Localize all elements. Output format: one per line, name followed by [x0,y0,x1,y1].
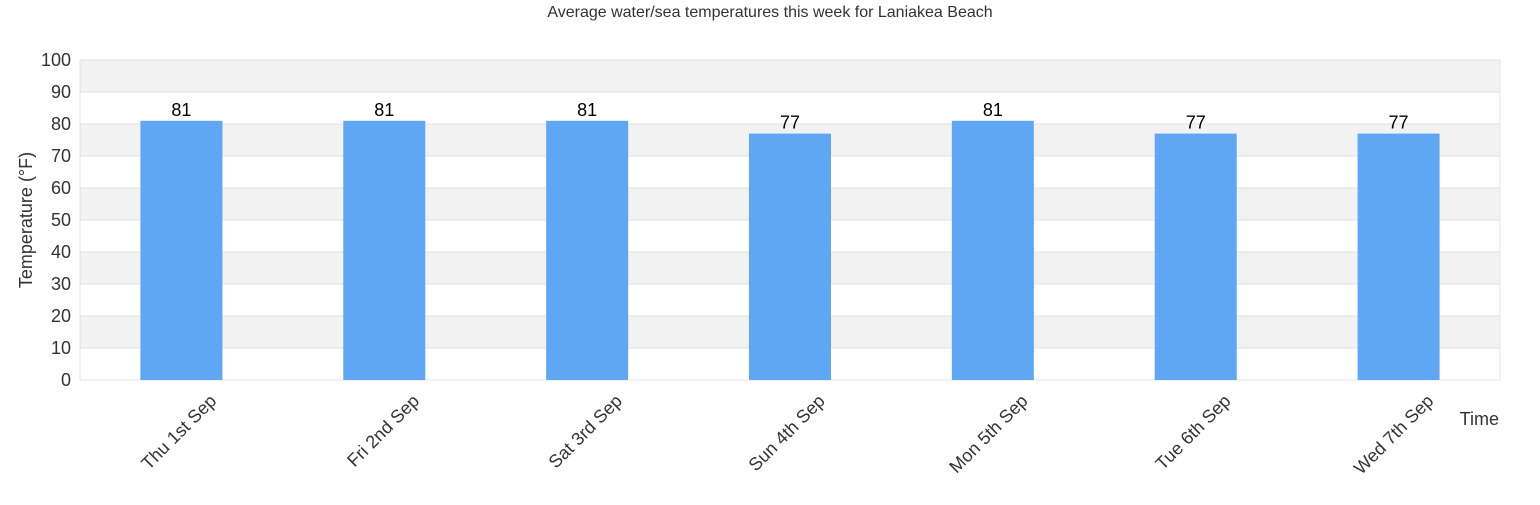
value-labels: 81 81 81 77 81 77 77 [171,100,1408,133]
bar [546,120,629,381]
x-tick-label: Wed 7th Sep [1350,391,1438,479]
y-tick-label: 20 [51,306,71,326]
bar [951,120,1034,381]
x-tick-label: Tue 6th Sep [1152,391,1235,474]
bar [749,133,831,380]
bar-value-label: 81 [577,100,597,120]
y-tick-label: 70 [51,146,71,166]
chart-title: Average water/sea temperatures this week… [547,4,992,21]
y-axis-ticks: 0 10 20 30 40 50 60 70 80 90 100 [41,50,71,390]
bar-value-label: 81 [983,100,1003,120]
x-axis-ticks: Thu 1st Sep Fri 2nd Sep Sat 3rd Sep Sun 4th… [137,391,1437,479]
y-axis-title: Temperature (°F) [16,152,36,288]
bar [1154,133,1237,380]
x-tick-label: Fri 2nd Sep [343,391,423,471]
x-axis-title: Time [1460,409,1499,429]
y-tick-label: 10 [51,338,71,358]
bar [343,120,426,381]
y-tick-label: 40 [51,242,71,262]
bar-value-label: 81 [171,100,191,120]
bar-value-label: 77 [1186,113,1206,133]
y-tick-label: 60 [51,178,71,198]
bar [140,120,223,381]
bars [140,120,1440,381]
x-tick-label: Mon 5th Sep [945,391,1031,477]
bar-value-label: 81 [374,100,394,120]
x-tick-label: Sun 4th Sep [745,391,829,475]
bar-value-label: 77 [1389,113,1409,133]
y-tick-label: 80 [51,114,71,134]
y-tick-label: 100 [41,50,71,70]
grid-band [80,60,1500,92]
y-tick-label: 90 [51,82,71,102]
y-tick-label: 50 [51,210,71,230]
y-tick-label: 0 [61,370,71,390]
bar-value-label: 77 [780,113,800,133]
y-tick-label: 30 [51,274,71,294]
x-tick-label: Sat 3rd Sep [545,391,626,472]
bar [1357,133,1440,380]
x-tick-label: Thu 1st Sep [137,391,220,474]
